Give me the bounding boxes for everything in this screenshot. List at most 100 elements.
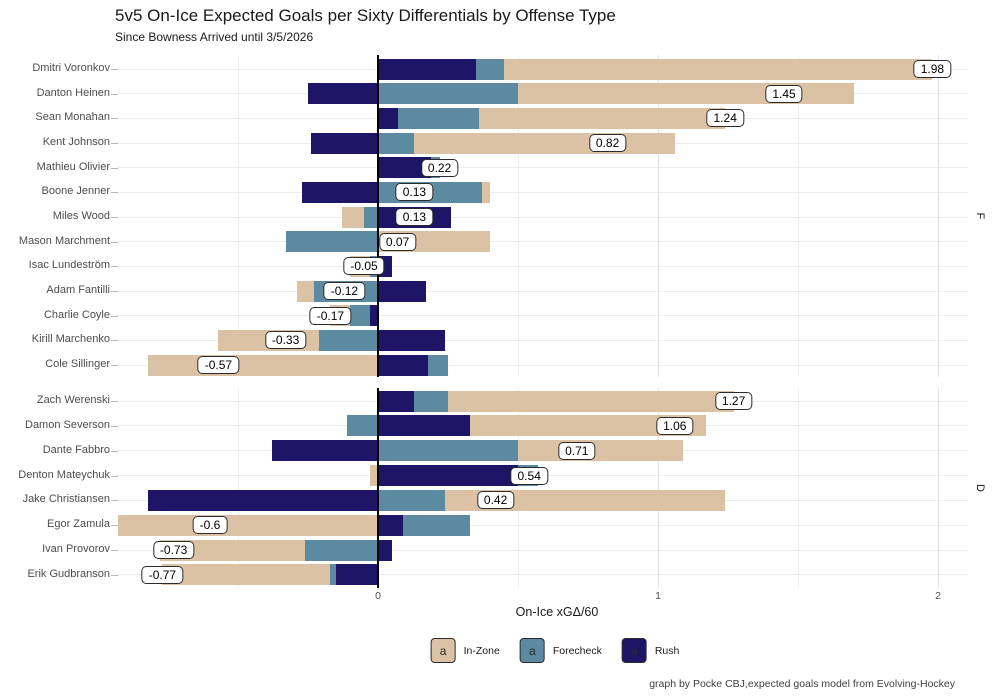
total-label: 0.71 [558,441,596,460]
bar-segment-rush [378,415,471,437]
facet-label-D: D [974,484,986,492]
gridline-major [938,55,939,377]
y-axis-tick [111,425,118,427]
total-label: -0.17 [309,306,352,325]
legend-label: In-Zone [463,644,500,657]
y-axis-tick [111,93,118,95]
bar-segment-inzone [478,107,726,129]
legend-label: Rush [654,644,680,657]
y-axis-tick [111,192,118,194]
y-axis-tick [111,315,118,317]
gridline-minor [518,55,519,377]
bar-segment-forecheck [347,415,378,437]
row-gridline [118,191,968,193]
chart-subtitle: Since Bowness Arrived until 3/5/2026 [115,30,314,44]
facet-label-F: F [974,212,986,220]
y-axis-tick [111,500,118,502]
total-label: 0.13 [395,208,434,226]
y-axis-tick [111,475,118,477]
gridline-minor [238,388,239,588]
bar-segment-inzone [414,132,675,154]
row-gridline [118,167,968,169]
bar-segment-rush [302,181,378,203]
chart-title: 5v5 On-Ice Expected Goals per Sixty Diff… [115,6,616,25]
total-label: 1.27 [714,392,753,410]
row-gridline [118,549,968,551]
player-name: Sean Monahan [35,111,110,124]
bar-segment-rush [378,58,476,80]
total-label: -0.73 [152,541,195,560]
bar-segment-forecheck [397,107,479,129]
bar-segment-rush [378,280,426,302]
bar-segment-inzone [148,354,378,376]
total-label: 0.13 [395,183,434,202]
total-label: -0.6 [192,516,228,535]
bar-segment-inzone [162,564,331,586]
bar-segment-rush [378,514,404,536]
x-axis-title: On-Ice xGΔ/60 [515,605,599,619]
bar-segment-rush [378,539,392,561]
bar-segment-forecheck [414,390,448,412]
row-gridline [118,574,968,576]
bar-segment-forecheck [378,440,518,462]
bar-segment-inzone [470,415,706,437]
total-label: -0.05 [343,257,385,276]
y-axis-tick [111,118,118,120]
bar-segment-rush [378,107,398,129]
total-label: -0.12 [323,282,366,300]
bar-segment-rush [378,329,446,351]
gridline-minor [798,388,799,588]
bar-segment-inzone [341,206,364,228]
zero-line [377,55,379,377]
player-name: Erik Gudbranson [27,567,110,580]
facet-panel-D: 1.27 1.06 0.71 0.54 0.42 -0.6 -0.73 -0.77 [117,388,968,588]
zero-line [377,388,379,588]
player-name: Ivan Provorov [42,543,110,556]
total-label: 0.22 [420,158,459,177]
bar-segment-inzone [481,181,490,203]
player-name: Dmitri Voronkov [32,62,110,74]
y-axis-tick [111,69,118,70]
bar-segment-rush [378,157,432,179]
bar-segment-forecheck [378,83,518,105]
row-gridline [118,524,968,526]
row-gridline [118,315,968,317]
player-name: Charlie Coyle [43,308,110,321]
bar-segment-forecheck [319,329,378,351]
player-name: Kent Johnson [42,136,110,148]
legend-item-forecheck: a Forecheck [519,638,602,663]
legend-item-rush: a Rush [621,638,680,663]
y-axis-tick [111,574,118,576]
bar-segment-inzone [445,489,726,511]
bar-segment-inzone [369,465,378,487]
bar-segment-inzone [296,280,314,302]
player-name: Boone Jenner [41,185,111,198]
row-gridline [118,364,968,366]
total-label: 1.06 [656,416,694,435]
bar-segment-rush [378,465,518,487]
player-name: Mason Marchment [18,234,110,247]
gridline-major [658,55,659,377]
player-name: Miles Wood [52,210,110,222]
total-label: 1.24 [706,109,744,128]
y-axis-tick [111,340,118,342]
y-axis-tick [111,167,118,169]
y-axis-tick [111,217,118,218]
bar-segment-forecheck [476,58,504,80]
legend-item-inzone: a In-Zone [430,638,500,663]
y-axis-tick [111,266,118,268]
legend-label: Forecheck [552,644,602,657]
player-name: Adam Fantilli [46,284,110,296]
y-axis-tick [111,450,118,452]
bar-segment-forecheck [330,564,336,586]
row-gridline [118,216,968,218]
x-tick-label: 0 [375,590,381,602]
bar-segment-rush [369,305,378,327]
bar-segment-inzone [518,440,684,462]
bar-segment-inzone [117,514,378,536]
total-label: 0.07 [378,232,417,251]
player-name: Jake Christiansen [22,493,110,506]
gridline-minor [518,388,519,588]
legend-swatch-inzone: a [430,638,456,663]
